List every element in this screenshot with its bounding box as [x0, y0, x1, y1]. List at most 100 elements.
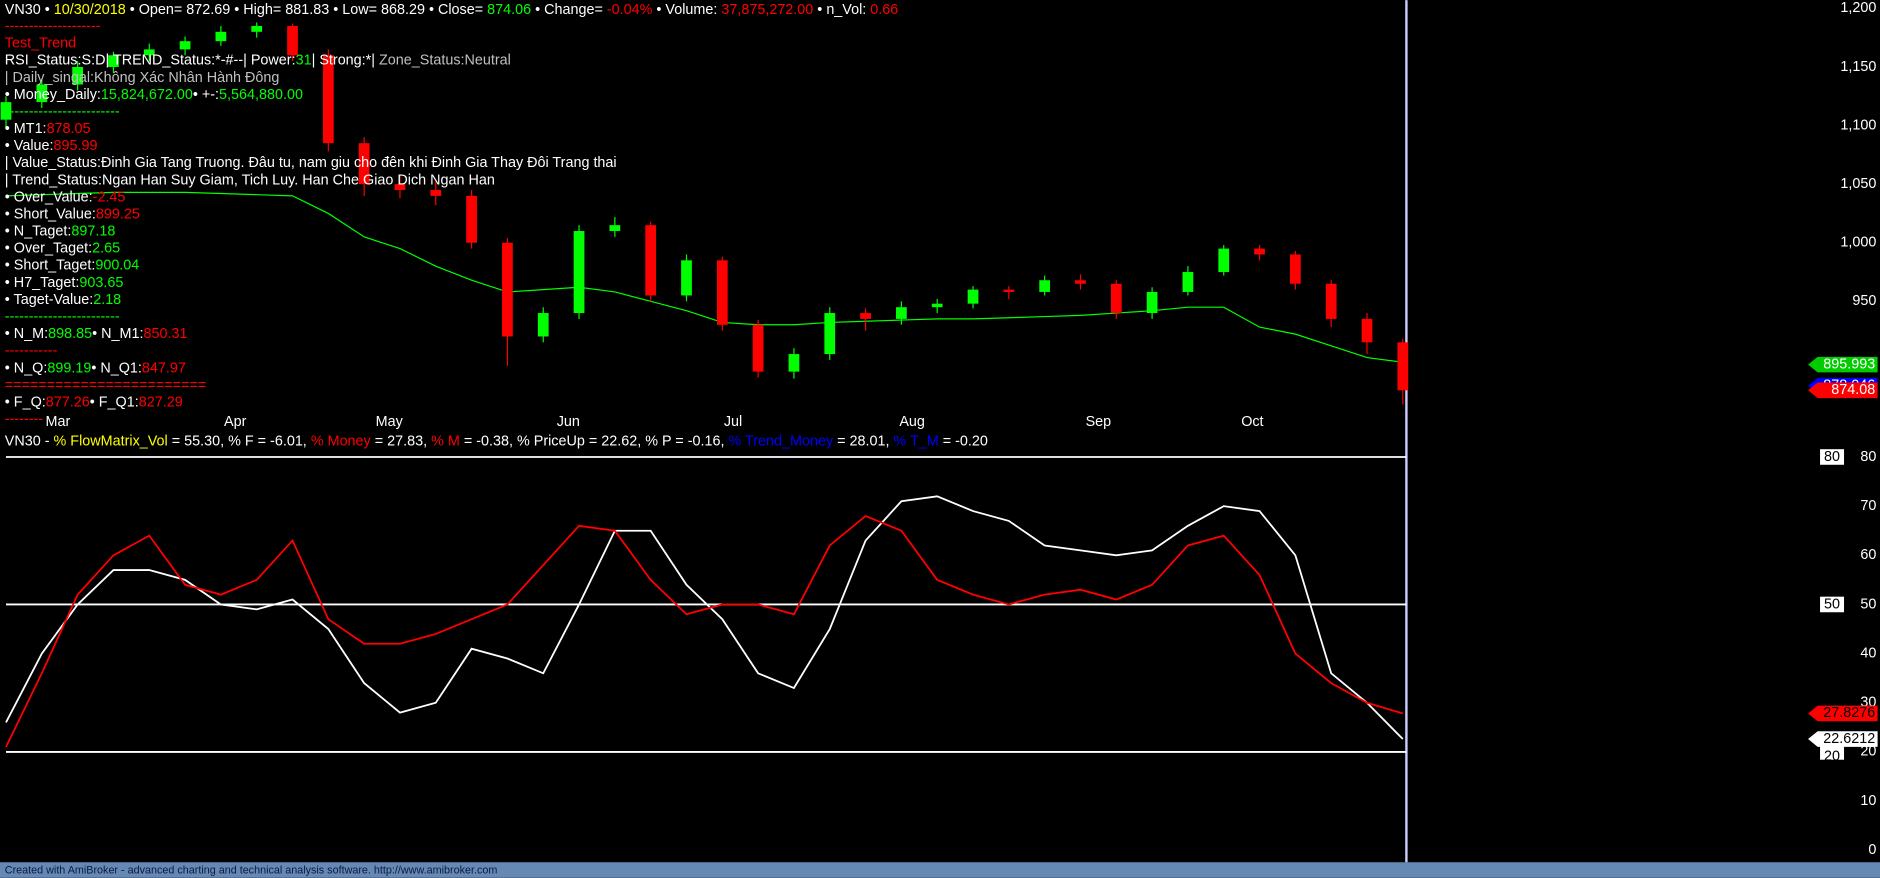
- y-tick-label: 70: [1860, 498, 1876, 514]
- text-segment: = -0.38, % PriceUp = 22.62, % P = -0.16,: [460, 433, 729, 449]
- text-segment: 903.65: [79, 275, 123, 291]
- info-line: • Taget-Value:2.18: [5, 292, 121, 308]
- level-label: 50: [1824, 596, 1840, 612]
- info-line: • Value:895.99: [5, 138, 98, 154]
- candle-body: [967, 289, 979, 304]
- info-line: • MT1:878.05: [5, 121, 91, 137]
- x-tick-label: Jun: [557, 414, 580, 430]
- x-tick-label: May: [376, 414, 404, 430]
- text-segment: 877.26: [46, 394, 90, 410]
- text-segment: 847.97: [142, 360, 186, 376]
- info-line: • Short_Value:899.25: [5, 206, 140, 222]
- y-tick-label: 1,150: [1840, 59, 1876, 75]
- text-segment: RSI_Status:S:D| TREND_Status:*-#--| Powe…: [5, 53, 296, 69]
- candle-body: [143, 49, 155, 56]
- text-segment: = -0.20: [939, 433, 988, 449]
- text-segment: % Trend_Money: [728, 433, 833, 449]
- last-value-label: 22.6212: [1823, 731, 1875, 747]
- y-tick-label: 80: [1860, 449, 1876, 465]
- y-tick-label: 1,100: [1840, 117, 1876, 133]
- y-tick-label: 50: [1860, 596, 1876, 612]
- y-tick-label: 0: [1868, 842, 1876, 858]
- level-label-box: [1820, 744, 1845, 760]
- info-line: • H7_Taget:903.65: [5, 275, 124, 291]
- candle-body: [72, 66, 83, 85]
- y-tick-label: 40: [1860, 645, 1876, 661]
- text-segment: % Money: [311, 433, 372, 449]
- text-segment: | Trend_Status:Ngan Han Suy Giam, Tich L…: [5, 172, 495, 188]
- candle-body: [1397, 342, 1409, 391]
- candle-body: [1325, 283, 1337, 319]
- info-line: -----------: [5, 343, 58, 359]
- candle-body: [36, 84, 48, 103]
- text-segment: ------------------------: [5, 104, 120, 120]
- candle-body: [788, 354, 800, 372]
- price-label: 895.993: [1823, 356, 1875, 372]
- y-tick-label: 950: [1852, 293, 1876, 309]
- candle-body: [251, 25, 263, 32]
- y-tick-label: 10: [1860, 793, 1876, 809]
- text-segment: • MT1:: [5, 121, 47, 137]
- text-segment: Test_Trend: [5, 35, 76, 51]
- text-segment: ------------------------: [5, 309, 120, 325]
- candle-body: [1110, 283, 1122, 314]
- pane-title: VN30 - % FlowMatrix_Vol = 55.30, % F = -…: [5, 433, 988, 449]
- candle-body: [1039, 280, 1051, 292]
- y-tick-label: 1,050: [1840, 176, 1876, 192]
- x-tick-label: Apr: [224, 414, 247, 430]
- text-segment: 31: [296, 53, 312, 69]
- price-label: 874.08: [1831, 382, 1875, 398]
- level-label-box: [1820, 449, 1845, 465]
- candle-body: [537, 313, 549, 337]
- text-segment: = 55.30, % F = -6.01,: [168, 433, 311, 449]
- text-segment: • +-:: [193, 87, 219, 103]
- info-line: • Money_Daily:15,824,672.00• +-:5,564,88…: [5, 87, 303, 103]
- candle-body: [215, 31, 227, 42]
- candle-body: [860, 313, 871, 319]
- info-line: ------------------------: [5, 309, 120, 325]
- text-segment: • Value:: [5, 138, 54, 154]
- info-line: --------: [5, 411, 44, 427]
- candle-body: [502, 242, 513, 337]
- y-tick-label: 1,200: [1840, 0, 1876, 16]
- candle-body: [108, 55, 119, 67]
- info-line: • N_Taget:897.18: [5, 223, 116, 239]
- text-segment: --------: [5, 411, 44, 427]
- candle-body: [1182, 272, 1194, 292]
- candle-body: [1003, 289, 1015, 292]
- x-tick-label: Oct: [1241, 414, 1263, 430]
- candle-body: [1146, 291, 1158, 314]
- indicator-line: [5, 495, 1404, 740]
- text-segment: 5,564,880.00: [219, 87, 303, 103]
- text-segment: • Short_Taget:: [5, 258, 96, 274]
- candle-body: [1075, 280, 1086, 284]
- candle-body: [1218, 248, 1230, 273]
- text-segment: 827.29: [139, 394, 183, 410]
- text-segment: | Strong:*|: [312, 53, 379, 69]
- x-tick-label: Aug: [899, 414, 925, 430]
- text-segment: 15,824,672.00: [101, 87, 193, 103]
- text-segment: • H7_Taget:: [5, 275, 80, 291]
- last-value-label: 27.8276: [1823, 705, 1875, 721]
- candle-body: [824, 313, 836, 355]
- text-segment: 10/30/2018: [54, 2, 126, 18]
- candle-body: [716, 260, 728, 325]
- text-segment: 2.18: [93, 292, 121, 308]
- text-segment: • n_Vol:: [813, 2, 870, 18]
- text-segment: 850.31: [144, 326, 188, 342]
- text-segment: 2.65: [92, 240, 120, 256]
- candle-body: [931, 303, 943, 308]
- level-label: 80: [1824, 449, 1840, 465]
- info-line: | Value_Status:Đinh Gia Tang Truong. Đâu…: [5, 155, 617, 171]
- candle-body: [1361, 318, 1373, 343]
- candle-body: [358, 143, 370, 185]
- info-line: | Daily_singal:Không Xác Nhân Hành Đông: [5, 70, 280, 86]
- candle-body: [287, 25, 298, 56]
- text-segment: -0.04%: [607, 2, 653, 18]
- text-segment: % M: [431, 433, 460, 449]
- text-segment: • F_Q:: [5, 394, 46, 410]
- text-segment: • N_M:: [5, 326, 48, 342]
- y-tick-label: 60: [1860, 547, 1876, 563]
- text-segment: 900.04: [95, 258, 139, 274]
- text-segment: ========================: [5, 377, 206, 393]
